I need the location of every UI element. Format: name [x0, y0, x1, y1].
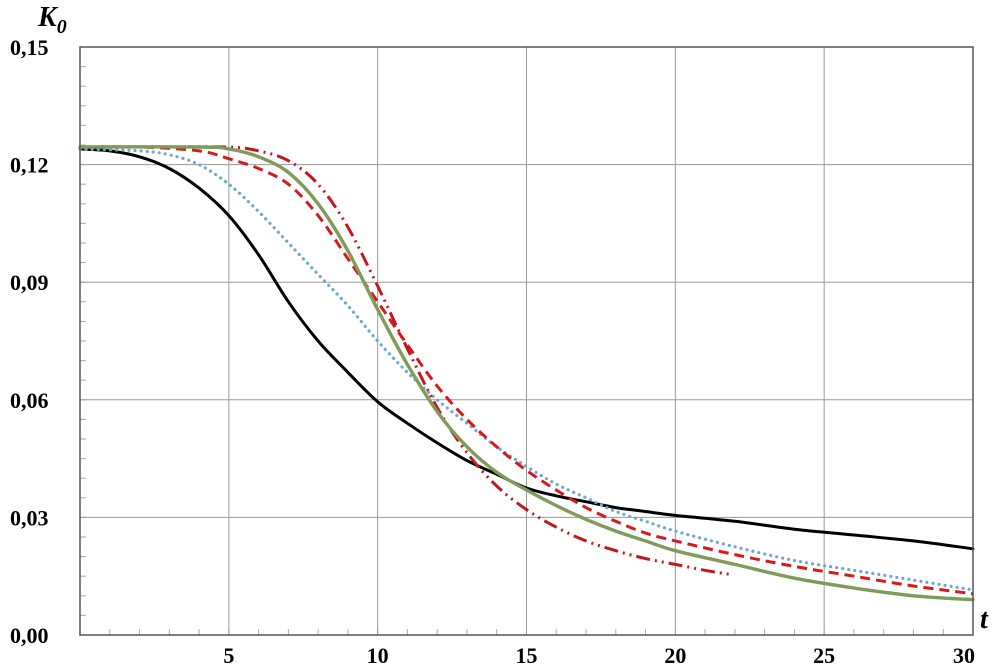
- series-layer: [78, 145, 975, 602]
- y-axis-label: K0: [37, 2, 67, 38]
- series-line-0-solid: [78, 147, 975, 551]
- series-line-4-solid: [78, 145, 975, 602]
- y-tick-label: 0,06: [10, 388, 49, 413]
- tick-labels: 0,00 0,03 0,06 0,09 0,12 0,15 5 10 15 20 25 30: [10, 35, 975, 668]
- y-axis-label-main: K: [37, 2, 59, 33]
- y-tick-label: 0,15: [10, 35, 49, 60]
- plot-frame: [79, 46, 974, 636]
- grid: [80, 47, 973, 635]
- x-tick-label: 10: [367, 643, 389, 668]
- y-tick-label: 0,00: [10, 623, 49, 648]
- x-tick-label: 5: [223, 643, 234, 668]
- x-tick-label: 30: [953, 643, 975, 668]
- y-axis-label-sub: 0: [57, 16, 67, 38]
- x-tick-label: 20: [664, 643, 686, 668]
- series-line-1-dotted: [78, 147, 975, 592]
- y-tick-label: 0,12: [10, 153, 49, 178]
- x-axis-label: t: [980, 604, 989, 635]
- series-line-3-dash-dot: [79, 145, 730, 576]
- series-line-2-dashed: [79, 145, 974, 596]
- x-tick-label: 15: [516, 643, 538, 668]
- y-tick-label: 0,09: [10, 270, 49, 295]
- y-tick-label: 0,03: [10, 505, 49, 530]
- x-tick-label: 25: [813, 643, 835, 668]
